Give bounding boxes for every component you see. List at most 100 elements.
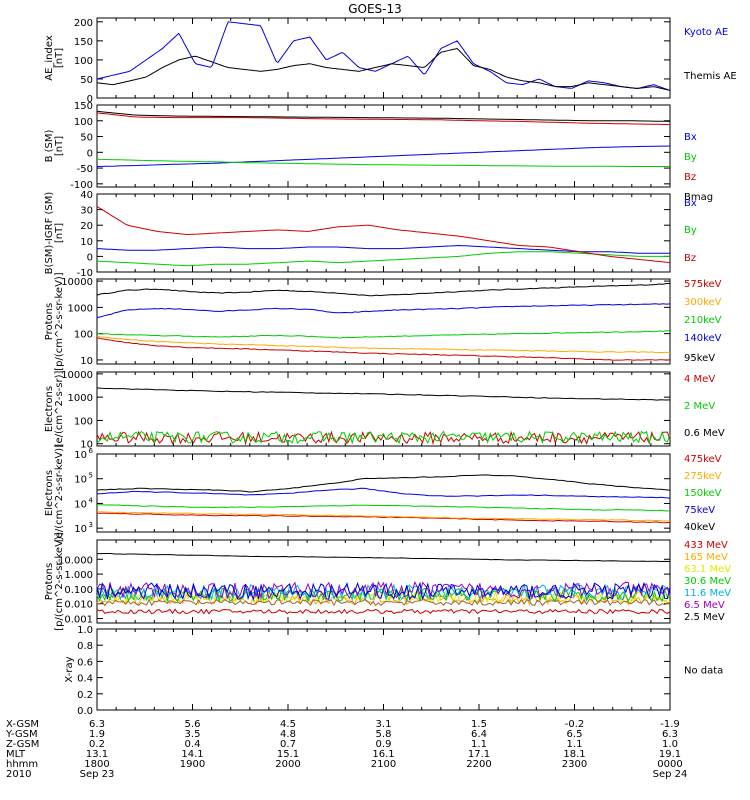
legend-entry: 210keV [684,315,722,326]
ephemeris-value: 1.9 [89,729,105,740]
ephemeris-value: 6.4 [471,729,487,740]
legend-entry: 30.6 MeV [684,576,731,587]
legend-entry: Themis AE [683,71,737,82]
y-tick-label: 0.6 [77,657,93,668]
legend-entry: 475keV [684,454,722,465]
y-tick-label: 200 [74,18,93,29]
ephemeris-row-label: hhmm [6,759,38,770]
y-tick-label: 10 [74,450,87,461]
y-axis-label: AE_index [44,35,55,81]
panel-5: 10 100 1000 10000 Electrons [e/(cm^2-s-sr)] 4 … [44,370,725,451]
series-line-2-mev [96,430,671,445]
ephemeris-row-label: 2010 [6,769,31,780]
legend-entry: 140keV [684,333,722,344]
y-tick-exponent: 3 [89,521,93,529]
y-tick-label: 20 [80,221,93,232]
legend-entry: Bmag [684,192,713,203]
y-axis-label: Protons [44,563,55,600]
ephemeris-value: 19.1 [659,749,681,760]
ephemeris-value: 6.5 [567,729,583,740]
y-tick-label: 10000 [61,370,93,381]
series-line-by [96,251,670,267]
series-line-2-5-mev [96,598,671,607]
y-tick-exponent: 6 [89,447,94,455]
ephemeris-value: 2000 [275,759,300,770]
ephemeris-value: 1800 [84,759,109,770]
panel-4: 10 100 1000 10000 Protons [p/(cm^2-s-sr-keV)]… [44,272,722,371]
legend-entry: 300keV [684,297,722,308]
ephemeris-row-label: Z-GSM [6,739,39,750]
ephemeris-row-label: X-GSM [6,719,39,730]
ephemeris-value: 18.1 [563,749,585,760]
y-tick-label: 150 [74,37,93,48]
y-tick-label: -50 [77,164,93,175]
y-tick-label: 0.100 [64,585,93,596]
y-tick-exponent: 5 [89,472,93,480]
series-line-140kev [96,303,671,318]
ephemeris-value: 0.4 [185,739,201,750]
ephemeris-value: 4.5 [280,719,296,730]
y-tick-label: -10 [77,268,93,279]
legend-entry: 2.5 MeV [684,612,725,623]
y-tick-label: 50 [80,133,93,144]
y-axis-label: B(SM)-IGRF (SM) [44,192,55,275]
y-tick-label: 0.001 [64,615,93,626]
ephemeris-value: 1.5 [471,719,487,730]
y-tick-label: 10.000 [58,555,93,566]
series-line-kyoto-ae [96,21,671,91]
y-axis-label: [p/(cm^2-s-sr-keV)] [54,532,65,631]
ephemeris-value: 5.6 [185,719,201,730]
panel-1: 0 50 100 150 200 AE_index [nT] Kyoto AE Themis A… [44,17,737,105]
y-axis-label: [p/(cm^2-s-sr-keV)] [54,272,65,371]
ephemeris-value: 0.7 [280,739,296,750]
y-axis-label: [e/(cm^2-s-sr-keV)] [54,444,65,542]
legend-entry: 11.6 MeV [684,588,731,599]
series-line-150kev [96,504,671,512]
ephemeris-value: 0000 [657,759,682,770]
legend-entry: Bx [684,132,697,143]
panel-frame [96,17,671,99]
ephemeris-value: 15.1 [277,749,299,760]
ephemeris-value: 6.3 [662,729,678,740]
panel-2: -100 -50 0 50 100 150 B (SM) [nT] Bx By Bz Bmag [44,101,713,203]
y-tick-label: 10000 [61,277,93,288]
ephemeris-value: 2200 [466,759,491,770]
y-tick-label: 1.000 [64,570,93,581]
legend-entry: By [684,152,697,163]
ephemeris-value: 17.1 [468,749,490,760]
ephemeris-value: Sep 24 [653,769,688,780]
ephemeris-value: 5.8 [376,729,392,740]
series-line-95kev [96,337,671,361]
series-line-210kev [96,330,670,339]
ephemeris-row-label: Y-GSM [5,729,38,740]
series-line-bmag [96,110,671,122]
panel-8: 0.0 0.2 0.4 0.6 0.8 1.0 X-ray No data [64,625,723,717]
legend-entry: 95keV [684,353,715,364]
y-tick-label: 1.0 [77,625,93,636]
ephemeris-value: 2100 [371,759,396,770]
x-axis-ephemeris: X-GSM 6.3 5.6 4.5 3.1 1.5 -0.2 -1.9 Y-GSM 1.9 3.5 4… [5,719,687,780]
y-tick-label: 0.8 [77,641,93,652]
panel-frame [96,628,671,711]
ephemeris-row-label: MLT [6,749,26,760]
y-tick-exponent: 4 [89,496,94,504]
series-line-themis-ae [96,47,671,91]
legend-entry: 4 MeV [684,374,715,385]
legend-entry: Bx [684,198,697,209]
series-line-bx [96,145,671,167]
ephemeris-value: 2300 [562,759,587,770]
y-tick-label: 1000 [68,303,93,314]
ephemeris-value: 3.1 [376,719,392,730]
y-tick-label: 10 [80,440,93,451]
ephemeris-value: Sep 23 [80,769,115,780]
y-tick-label: 0.4 [77,674,93,685]
y-tick-label: 10 [74,524,87,535]
legend-entry: 40keV [684,522,715,533]
y-axis-label: [nT] [54,136,65,156]
ephemeris-value: 1.1 [567,739,583,750]
legend-entry: By [684,225,697,236]
legend-entry: Bz [684,172,696,183]
